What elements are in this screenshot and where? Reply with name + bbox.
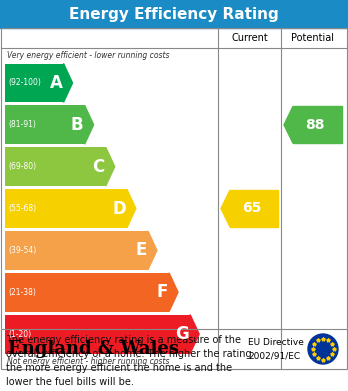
Text: (69-80): (69-80) — [8, 162, 36, 171]
Text: (55-68): (55-68) — [8, 204, 36, 213]
Bar — [5, 189, 127, 228]
Bar — [5, 231, 148, 270]
Text: The energy efficiency rating is a measure of the: The energy efficiency rating is a measur… — [6, 335, 241, 345]
Text: Very energy efficient - lower running costs: Very energy efficient - lower running co… — [7, 50, 169, 59]
Circle shape — [308, 334, 338, 364]
Text: G: G — [175, 325, 189, 343]
Text: (81-91): (81-91) — [8, 120, 36, 129]
Polygon shape — [148, 231, 157, 270]
Bar — [1, 329, 347, 369]
Text: 65: 65 — [242, 201, 261, 215]
Polygon shape — [64, 63, 72, 102]
Bar — [5, 105, 85, 144]
Text: D: D — [112, 199, 126, 217]
Bar — [5, 315, 190, 353]
Text: A: A — [50, 74, 63, 92]
Bar — [1, 329, 347, 369]
Text: the more energy efficient the home is and the: the more energy efficient the home is an… — [6, 363, 232, 373]
Polygon shape — [221, 190, 230, 227]
Polygon shape — [127, 189, 136, 228]
Text: (21-38): (21-38) — [8, 288, 36, 297]
Text: 2002/91/EC: 2002/91/EC — [248, 351, 300, 360]
Text: (92-100): (92-100) — [8, 79, 41, 88]
Polygon shape — [284, 106, 293, 143]
Text: F: F — [157, 283, 168, 301]
Polygon shape — [169, 273, 178, 312]
Text: 88: 88 — [305, 118, 325, 132]
Text: C: C — [93, 158, 105, 176]
Text: lower the fuel bills will be.: lower the fuel bills will be. — [6, 377, 134, 387]
Polygon shape — [106, 147, 115, 186]
Text: Potential: Potential — [292, 33, 334, 43]
Text: Energy Efficiency Rating: Energy Efficiency Rating — [69, 7, 279, 22]
Text: Not energy efficient - higher running costs: Not energy efficient - higher running co… — [7, 357, 169, 366]
Text: (39-54): (39-54) — [8, 246, 36, 255]
Text: E: E — [135, 241, 147, 259]
Polygon shape — [230, 190, 278, 227]
Text: EU Directive: EU Directive — [248, 338, 304, 347]
Text: (1-20): (1-20) — [8, 330, 31, 339]
Text: B: B — [71, 116, 84, 134]
Bar — [0, 0, 348, 28]
Bar — [1, 28, 347, 369]
Bar — [5, 63, 64, 102]
Text: England & Wales: England & Wales — [8, 340, 179, 358]
Polygon shape — [293, 106, 342, 143]
Polygon shape — [190, 315, 199, 353]
Bar — [5, 147, 106, 186]
Bar — [5, 273, 169, 312]
Text: Current: Current — [231, 33, 268, 43]
Polygon shape — [85, 105, 94, 144]
Text: overall efficiency of a home. The higher the rating: overall efficiency of a home. The higher… — [6, 349, 252, 359]
